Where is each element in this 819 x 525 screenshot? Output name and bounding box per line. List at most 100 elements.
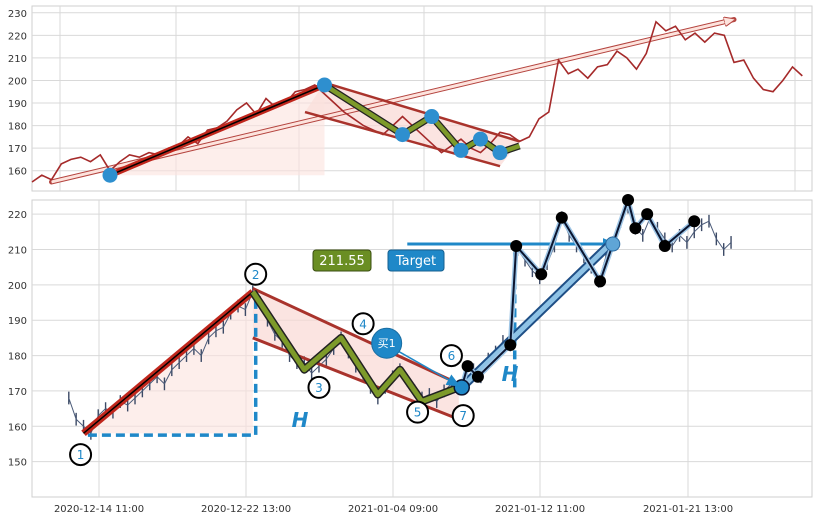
- pivot-point: [492, 145, 508, 161]
- rise-line-core: [83, 291, 254, 434]
- target-value-box: [312, 249, 372, 272]
- pivot-point: [317, 77, 332, 93]
- y-tick-label: 210: [8, 54, 27, 65]
- y-tick-label: 170: [8, 144, 27, 155]
- price-segment: [97, 408, 106, 417]
- y-tick-label: 170: [8, 387, 27, 398]
- buy-marker-label: 买1: [378, 337, 396, 350]
- x-tick-label: 2020-12-22 13:00: [201, 504, 291, 515]
- pivot-label-circle: [69, 443, 93, 467]
- buy-marker: [371, 327, 403, 359]
- pivot-label-circle: [451, 404, 475, 428]
- price-segment: [164, 369, 173, 385]
- pivot-point: [453, 142, 469, 158]
- price-segment: [68, 397, 77, 420]
- pivot-label: 5: [414, 406, 422, 420]
- price-segment: [723, 242, 732, 250]
- pivot-label: 6: [448, 349, 456, 363]
- y-tick-label: 200: [8, 76, 27, 87]
- price-segment: [215, 326, 224, 332]
- price-segment: [75, 418, 84, 427]
- y-tick-label: 220: [8, 210, 27, 221]
- height-label: H: [502, 362, 519, 386]
- target-box: [387, 249, 445, 272]
- price-segment: [149, 376, 158, 385]
- y-tick-label: 180: [8, 352, 27, 363]
- y-tick-label: 190: [8, 316, 27, 327]
- y-tick-label: 200: [8, 281, 27, 292]
- pivot-point: [395, 127, 410, 143]
- price-segment: [200, 337, 210, 356]
- post-breakout-point: [688, 215, 701, 228]
- post-breakout-point: [622, 194, 635, 206]
- post-breakout-point: [594, 275, 607, 288]
- post-breakout-point: [658, 239, 671, 252]
- price-segment: [311, 365, 320, 374]
- y-tick-label: 150: [8, 458, 27, 469]
- pivot-label: 1: [77, 448, 85, 462]
- price-segment: [679, 234, 688, 243]
- price-segment: [134, 390, 143, 399]
- price-segment: [127, 397, 136, 406]
- y-tick-label: 160: [8, 167, 27, 178]
- price-segment: [708, 221, 717, 240]
- pivot-label-circle: [351, 312, 375, 336]
- post-breakout-point: [629, 222, 642, 235]
- x-tick-label: 2021-01-04 09:00: [348, 504, 438, 515]
- y-tick-label: 210: [8, 246, 27, 257]
- detail-panel: 150 160 170 180 190 200 210 220 2020-12-14 11:00…: [8, 194, 813, 515]
- price-segment: [142, 383, 151, 392]
- rise-line-core: [109, 84, 325, 176]
- price-segment: [715, 238, 725, 250]
- x-tick-label: 2021-01-21 13:00: [643, 504, 733, 515]
- overview-panel: 160 170 180 190 200 210 220 230: [8, 5, 813, 192]
- zigzag-line: [250, 290, 460, 404]
- price-segment: [193, 348, 202, 356]
- price-segment: [693, 224, 702, 233]
- post-breakout-point: [504, 338, 517, 351]
- price-segment: [524, 259, 533, 271]
- post-breakout-point: [555, 211, 568, 224]
- y-tick-label: 160: [8, 422, 27, 433]
- pivot-point: [473, 131, 488, 147]
- x-tick-label: 2021-01-12 11:00: [495, 504, 585, 515]
- breakout-arrow: [459, 239, 615, 390]
- target-end-point: [605, 236, 621, 252]
- height-label: H: [292, 408, 309, 432]
- target-value-label: 211.55: [319, 254, 365, 269]
- post-breakout-point: [471, 370, 484, 383]
- post-breakout-point: [535, 268, 548, 281]
- pivot-label: 2: [252, 268, 260, 282]
- post-breakout-point: [641, 208, 654, 221]
- pivot-label: 4: [359, 317, 367, 331]
- x-tick-label: 2020-12-14 11:00: [54, 504, 144, 515]
- price-segment: [686, 231, 695, 243]
- channel-upper-line: [324, 81, 520, 143]
- post-breakout-point: [461, 360, 474, 373]
- buy-pointer: [394, 348, 461, 387]
- channel-upper-line: [252, 287, 460, 386]
- pivot-label: 7: [459, 409, 467, 423]
- post-breakout-point: [510, 239, 523, 252]
- pivot-label: 3: [315, 381, 323, 395]
- price-segment: [178, 355, 187, 364]
- price-segment: [171, 362, 180, 371]
- y-tick-label: 230: [8, 9, 27, 20]
- y-tick-label: 220: [8, 31, 27, 42]
- pivot-label-circle: [244, 262, 268, 286]
- y-tick-label: 180: [8, 122, 27, 133]
- breakout-point: [453, 379, 470, 396]
- pivot-label-circle: [307, 375, 331, 399]
- y-tick-label: 190: [8, 99, 27, 110]
- pivot-point: [102, 167, 118, 183]
- pivot-label-circle: [439, 344, 463, 368]
- price-segment: [186, 348, 195, 356]
- pivot-label-circle: [406, 400, 430, 424]
- price-segment: [156, 376, 165, 385]
- pivot-point: [424, 109, 440, 125]
- price-segment: [701, 220, 710, 226]
- target-label: Target: [395, 254, 436, 269]
- price-segment: [208, 330, 217, 339]
